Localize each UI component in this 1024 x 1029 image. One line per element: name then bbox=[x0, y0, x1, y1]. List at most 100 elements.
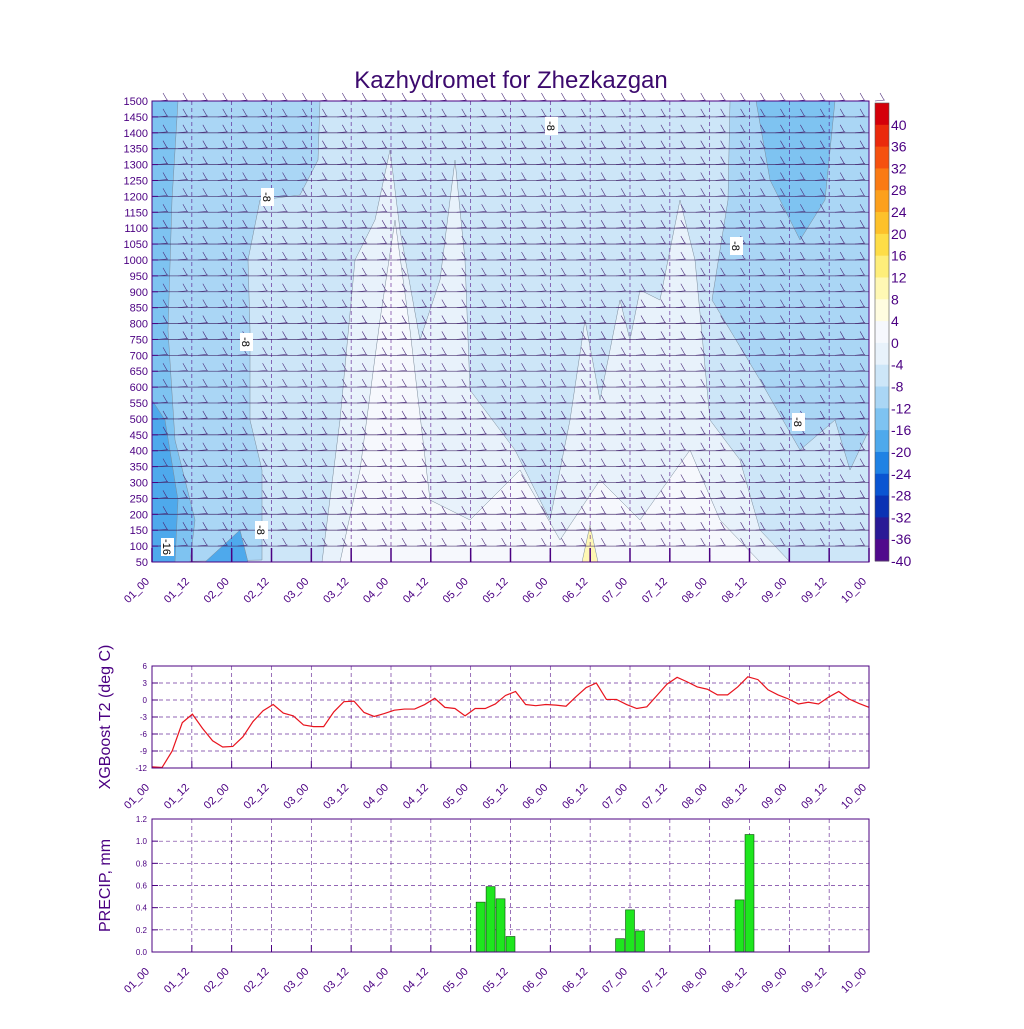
wind-barb bbox=[536, 442, 547, 452]
wind-barb bbox=[257, 220, 268, 229]
wind-barb bbox=[337, 315, 348, 324]
wind-barb bbox=[237, 156, 248, 165]
wind-barb bbox=[695, 363, 706, 372]
wind-barb bbox=[337, 394, 348, 404]
wind-barb bbox=[456, 156, 467, 165]
wind-barb bbox=[197, 267, 208, 277]
wind-barb bbox=[616, 140, 627, 149]
wind-barb bbox=[377, 124, 388, 134]
wind-barb bbox=[456, 458, 467, 467]
wind-barb bbox=[576, 394, 587, 404]
y-tick-label: 1350 bbox=[124, 144, 148, 156]
wind-barb bbox=[377, 188, 388, 197]
wind-barb bbox=[237, 458, 248, 467]
wind-barb bbox=[277, 156, 288, 165]
wind-barb bbox=[337, 220, 348, 229]
wind-barb bbox=[815, 220, 826, 229]
wind-barb bbox=[655, 267, 666, 277]
wind-barb bbox=[635, 299, 647, 308]
wind-barb bbox=[695, 156, 706, 165]
wind-barb bbox=[775, 458, 786, 467]
wind-barb bbox=[396, 204, 408, 213]
wind-barb bbox=[815, 204, 826, 213]
wind-barb bbox=[695, 442, 706, 452]
wind-barb bbox=[496, 299, 507, 308]
wind-barb bbox=[855, 442, 866, 452]
wind-barb bbox=[337, 347, 348, 356]
wind-barb bbox=[337, 474, 348, 483]
colorbar-swatch bbox=[875, 277, 889, 300]
wind-barb bbox=[217, 204, 228, 213]
wind-barb bbox=[556, 220, 567, 229]
wind-barb bbox=[715, 235, 726, 245]
wind-barb bbox=[396, 474, 408, 483]
wind-barb bbox=[835, 251, 846, 261]
wind-barb bbox=[297, 394, 308, 404]
wind-barb bbox=[217, 124, 228, 134]
wind-barb bbox=[357, 204, 368, 213]
wind-barb bbox=[297, 140, 308, 149]
wind-barb bbox=[436, 394, 447, 404]
wind-barb bbox=[436, 140, 447, 149]
wind-barb bbox=[795, 537, 806, 547]
colorbar-frame bbox=[874, 102, 890, 562]
wind-barb bbox=[596, 394, 607, 404]
y-tick-label: 400 bbox=[130, 446, 148, 458]
wind-barb bbox=[516, 220, 527, 229]
colorbar-swatch bbox=[875, 212, 889, 235]
precip-ytick-label: 0.4 bbox=[136, 904, 148, 913]
wind-barb bbox=[695, 394, 706, 404]
wind-barb bbox=[695, 347, 706, 356]
wind-barb bbox=[237, 378, 248, 388]
wind-barb bbox=[795, 458, 806, 467]
wind-barb bbox=[257, 299, 268, 308]
wind-barb bbox=[277, 283, 288, 293]
wind-barb bbox=[735, 442, 746, 452]
colorbar-label: 40 bbox=[891, 117, 907, 133]
colorbar-swatch bbox=[875, 321, 889, 344]
wind-barb bbox=[556, 235, 567, 245]
wind-barb bbox=[317, 410, 328, 420]
wind-barb bbox=[735, 426, 746, 436]
wind-barb bbox=[775, 363, 786, 372]
wind-barb bbox=[855, 140, 866, 149]
wind-barb bbox=[436, 299, 447, 308]
wind-barb bbox=[436, 442, 447, 452]
wind-barb bbox=[536, 299, 547, 308]
wind-barb bbox=[396, 442, 408, 452]
wind-barb bbox=[197, 299, 208, 308]
wind-barb bbox=[516, 283, 527, 293]
wind-barb bbox=[635, 426, 647, 436]
y-tick-label: 1500 bbox=[124, 96, 148, 108]
wind-barb bbox=[476, 267, 487, 277]
wind-barb bbox=[795, 506, 806, 515]
wind-barb bbox=[516, 140, 527, 149]
wind-barb bbox=[536, 474, 547, 483]
wind-barb bbox=[456, 299, 467, 308]
wind-barb bbox=[576, 378, 587, 388]
wind-barb bbox=[357, 156, 368, 165]
wind-barb bbox=[157, 378, 169, 388]
wind-barb bbox=[815, 506, 826, 515]
wind-barb bbox=[396, 108, 408, 118]
wind-barb bbox=[815, 140, 826, 149]
wind-barb bbox=[536, 506, 547, 515]
wind-barb bbox=[536, 537, 547, 547]
wind-barb bbox=[695, 140, 706, 149]
wind-barb bbox=[735, 506, 746, 515]
wind-barb bbox=[835, 537, 846, 547]
wind-barb bbox=[715, 394, 726, 404]
wind-barb bbox=[496, 410, 507, 420]
wind-barb bbox=[795, 235, 806, 245]
wind-barb bbox=[775, 442, 786, 452]
wind-barb bbox=[596, 156, 607, 165]
wind-barb bbox=[396, 220, 408, 229]
wind-barb bbox=[596, 363, 607, 372]
wind-barb bbox=[735, 283, 746, 293]
wind-barb bbox=[715, 315, 726, 324]
wind-barb bbox=[237, 522, 248, 531]
wind-barb bbox=[157, 156, 169, 165]
wind-barb bbox=[416, 188, 427, 197]
wind-barb bbox=[755, 140, 766, 149]
contour-label-bg bbox=[792, 413, 805, 431]
